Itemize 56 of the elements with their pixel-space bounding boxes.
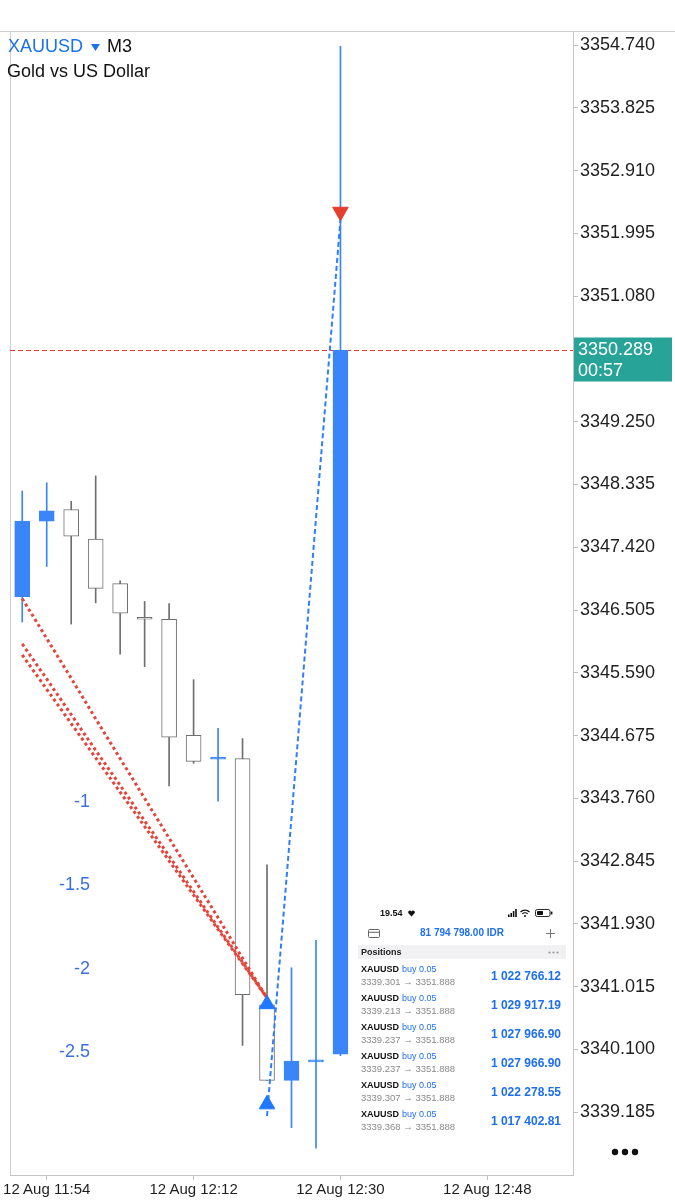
annotation: XAUUSD <box>361 1109 400 1119</box>
annotation: buy 0.05 <box>402 964 437 974</box>
annotation: -1.5 <box>57 873 90 896</box>
annotation: buy 0.05 <box>402 1109 437 1119</box>
y-tick-label: 3342.845 <box>580 850 656 871</box>
y-tick-label: 3348.335 <box>580 473 656 494</box>
annotation: XAUUSD <box>361 1080 400 1090</box>
y-tick-label: 3340.100 <box>580 1038 656 1059</box>
y-tick-label: 3351.995 <box>580 222 656 243</box>
x-tick-label: 12 Aug 11:54 <box>3 1180 91 1198</box>
annotation: 3339.368 → 3351.888 <box>361 1121 456 1132</box>
y-tick-label: 3346.505 <box>580 598 656 619</box>
annotation: XAUUSD <box>361 964 400 974</box>
annotation: 1 022 766.12 <box>490 969 561 983</box>
annotation: XAUUSD <box>361 1022 400 1032</box>
y-tick-label: 3354.740 <box>580 34 656 54</box>
annotation: buy 0.05 <box>402 993 437 1003</box>
annotation: XAUUSD <box>361 993 400 1003</box>
annotation: XAUUSD <box>361 1051 400 1061</box>
annotation: Positions <box>361 946 402 958</box>
annotation: buy 0.05 <box>402 1051 437 1061</box>
annotation: 1 029 917.19 <box>490 998 561 1012</box>
annotation: -1 <box>73 790 90 812</box>
annotation: 1 022 278.55 <box>490 1085 561 1099</box>
annotation: buy 0.05 <box>402 1080 437 1090</box>
annotation: 1 027 966.90 <box>490 1027 561 1041</box>
y-tick-label: 3344.675 <box>580 724 656 745</box>
y-tick-label: 3351.080 <box>580 285 656 306</box>
text: 81 794 798.00 IDR <box>419 927 505 939</box>
y-tick-label: 3341.930 <box>580 912 656 933</box>
annotation: 1 027 966.90 <box>490 1056 561 1070</box>
chart-title: XAUUSD <box>8 36 84 56</box>
y-tick-label: 3352.910 <box>580 159 656 180</box>
annotation: M3 <box>107 36 133 56</box>
annotation: -2 <box>73 956 90 979</box>
y-tick-label: 3347.420 <box>580 536 656 557</box>
annotation: 3339.213 → 3351.888 <box>361 1005 456 1016</box>
y-tick-label: 3341.015 <box>580 975 656 996</box>
y-tick-label: 3339.185 <box>580 1101 656 1122</box>
y-tick-label: 3345.590 <box>580 661 656 682</box>
annotation: 3339.307 → 3351.888 <box>361 1092 456 1103</box>
text: Gold vs US Dollar <box>7 60 151 82</box>
x-tick-label: 12 Aug 12:48 <box>443 1180 532 1198</box>
annotation: buy 0.05 <box>402 1022 437 1032</box>
x-tick-label: 12 Aug 12:30 <box>296 1180 385 1198</box>
annotation: 1 017 402.81 <box>490 1114 561 1128</box>
annotation: 3339.237 → 3351.888 <box>361 1063 456 1074</box>
y-tick-label: 3343.760 <box>580 787 656 808</box>
x-tick-label: 12 Aug 12:12 <box>149 1180 238 1198</box>
annotation: 3339.237 → 3351.888 <box>361 1034 456 1045</box>
annotation: 19.54 <box>380 908 403 919</box>
annotation: -2.5 <box>57 1039 90 1062</box>
y-tick-label: 3349.250 <box>580 410 656 431</box>
ref-line-label: 3350.289 00:57 <box>578 339 654 381</box>
annotation: 3339.301 → 3351.888 <box>361 976 456 987</box>
y-tick-label: 3353.825 <box>580 96 656 117</box>
